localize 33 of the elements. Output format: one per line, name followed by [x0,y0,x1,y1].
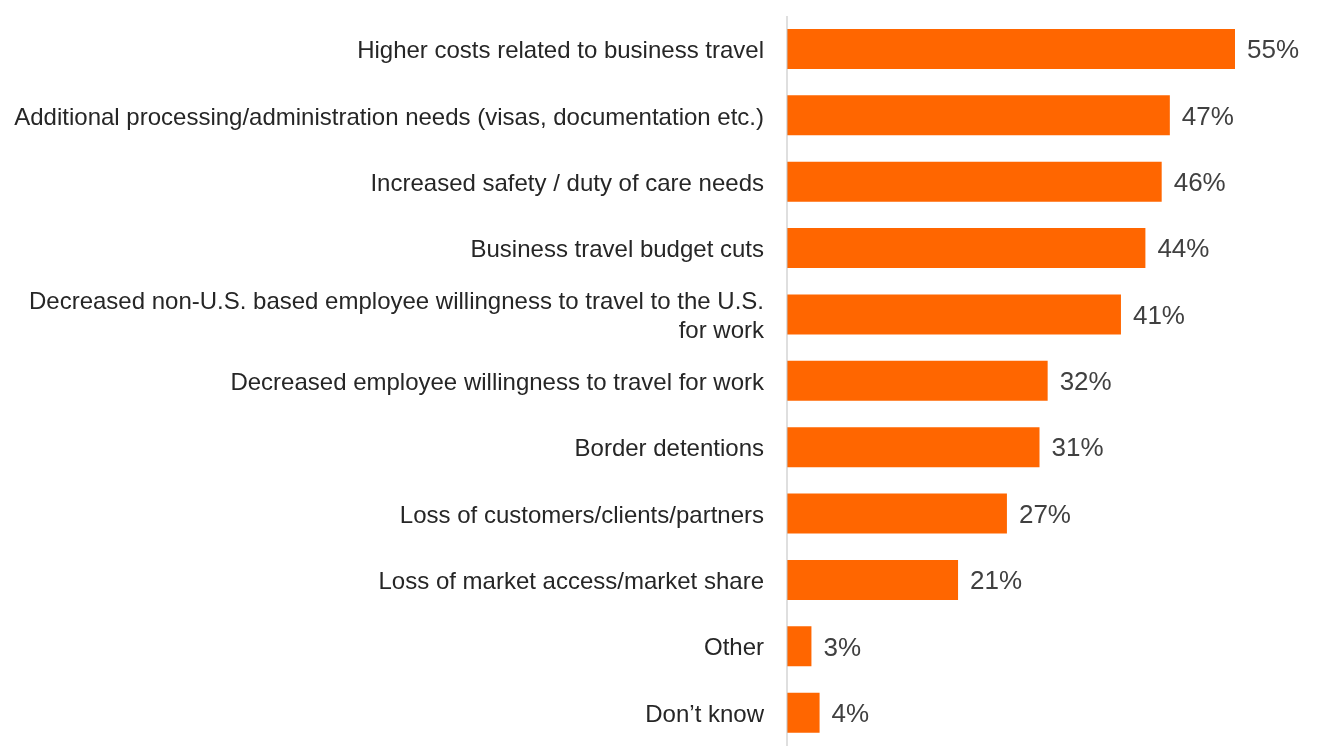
data-label: 41% [1132,299,1186,330]
data-label: 55% [1247,34,1300,65]
y-tick-label: Additional processing/administration needs (visas, documentation etc.) [14,102,764,130]
y-tick-label: Decreased employee willingness to travel for work [230,367,765,395]
y-tick-label: Other [703,632,764,660]
data-label: 47% [1181,100,1234,131]
y-tick-label: Increased safety / duty of care needs [370,168,764,196]
data-label: 44% [1157,233,1210,264]
bar [787,692,820,733]
data-label: 4% [831,697,870,728]
data-label: 32% [1059,366,1112,397]
bar [787,559,959,600]
data-label: 27% [1018,498,1071,529]
bar [787,427,1040,468]
bar [787,360,1048,401]
y-tick-label: Loss of market access/market share [378,566,764,594]
bar [787,626,812,667]
data-label: 46% [1173,166,1226,197]
bar [787,493,1007,534]
bar [787,294,1121,335]
y-tick-label: Loss of customers/clients/partners [399,500,764,528]
bar [787,161,1162,202]
data-label: 3% [823,631,862,662]
y-tick-label: Border detentions [574,433,764,461]
bar [787,29,1235,69]
y-tick-label: Decreased non-U.S. based employee willingness to travel to the U.S. for work [28,286,765,343]
y-tick-label: Higher costs related to business travel [357,35,764,63]
data-label: 21% [970,565,1023,596]
y-tick-label: Don’t know [645,699,765,727]
bar [787,95,1170,136]
bar [787,228,1146,269]
data-label: 31% [1051,432,1104,463]
y-tick-label: Business travel budget cuts [470,234,764,262]
